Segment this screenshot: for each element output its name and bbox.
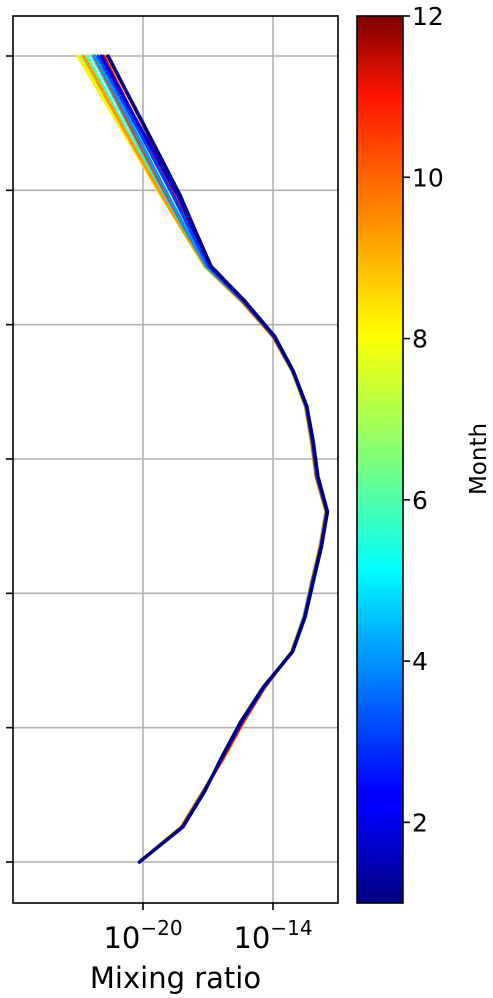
colorbar-ticks: 2 4 6 8 10 12 [403,2,444,837]
colorbar-tick-label: 10 [412,163,444,192]
series-line-month-1 [106,54,330,864]
colorbar-gradient [356,15,404,904]
colorbar-tick-label: 4 [412,647,428,676]
colorbar-tick-label: 8 [412,325,428,354]
colorbar-label: Month [466,423,492,495]
y-axis-ticks [6,55,13,863]
series-layer [76,54,330,864]
colorbar: 2 4 6 8 10 12 Month [356,2,492,904]
x-tick-label: 10−20 [103,916,182,955]
x-tick-label: 10−14 [233,916,312,955]
x-axis-label: Mixing ratio [90,961,261,995]
colorbar-tick-label: 2 [412,808,428,837]
grid [13,16,338,903]
x-axis: 10−20 10−14 [103,903,313,955]
colorbar-tick-label: 12 [412,2,444,31]
colorbar-tick-label: 6 [412,486,428,515]
